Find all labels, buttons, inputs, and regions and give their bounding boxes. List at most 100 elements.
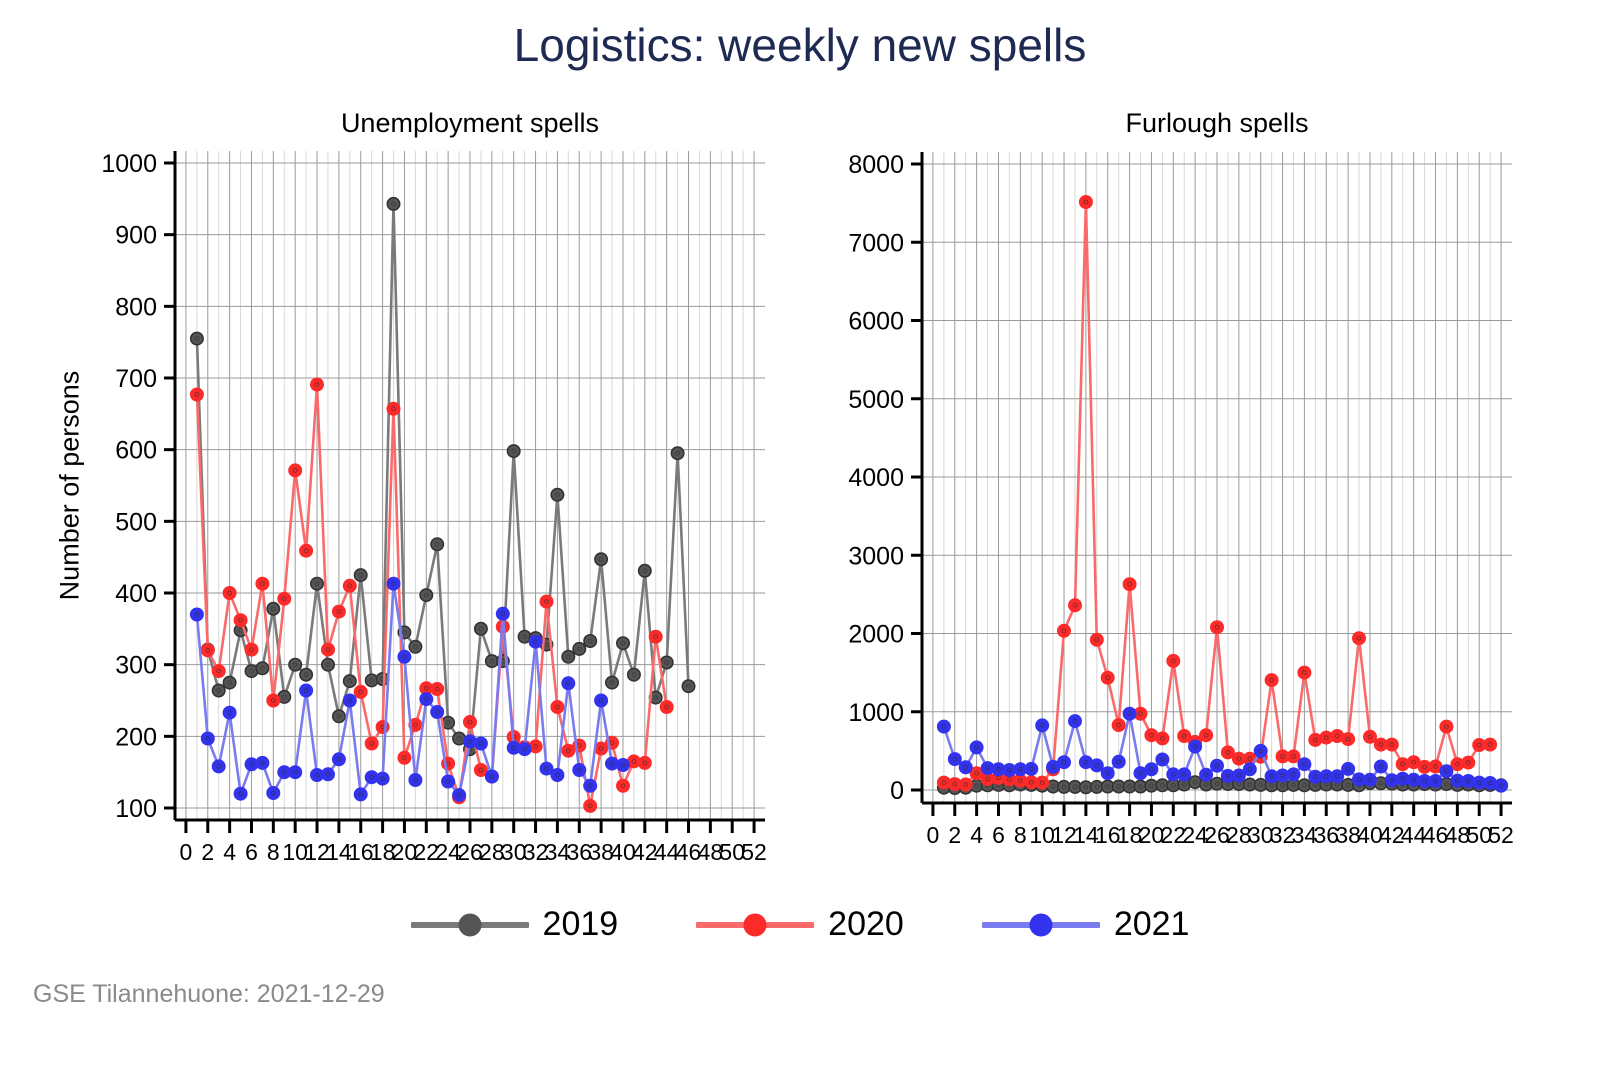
- data-point-center-2021: [1192, 744, 1198, 749]
- data-point-center-2021: [1389, 777, 1395, 783]
- data-point-center-2020: [620, 783, 626, 789]
- data-point-center-2020: [434, 686, 440, 692]
- data-point-2020: [200, 643, 215, 658]
- data-point-center-2021: [1433, 778, 1438, 784]
- data-point-2021: [473, 736, 488, 751]
- y-tick-label: 600: [115, 437, 157, 465]
- data-point-2020: [299, 543, 314, 558]
- legend-item-2020[interactable]: 2020: [696, 905, 904, 944]
- legend-item-2019[interactable]: 2019: [410, 905, 618, 944]
- y-tick-label: 100: [115, 795, 157, 823]
- x-tick-label: 34: [1292, 822, 1318, 848]
- data-point-center-2021: [1214, 763, 1220, 769]
- data-point-2020: [561, 743, 576, 758]
- x-tick-label: 16: [1095, 822, 1121, 848]
- data-point-center-2021: [620, 762, 626, 768]
- data-point-2019: [288, 657, 303, 672]
- x-tick-label: 4: [223, 839, 236, 865]
- data-point-2021: [255, 755, 270, 770]
- x-tick-label: 8: [1014, 822, 1027, 848]
- data-point-center-2021: [1160, 757, 1165, 762]
- data-point-2021: [342, 693, 357, 708]
- data-point-2021: [1231, 768, 1246, 783]
- data-point-2021: [1111, 754, 1126, 769]
- x-tick-label: 48: [698, 839, 724, 865]
- data-point-center-2020: [1116, 722, 1122, 728]
- data-point-center-2021: [325, 771, 331, 777]
- data-point-center-2021: [1422, 778, 1427, 784]
- data-point-center-2021: [1302, 761, 1307, 767]
- data-point-center-2021: [1105, 770, 1111, 776]
- data-point-center-2021: [489, 774, 495, 779]
- data-point-2020: [331, 604, 346, 619]
- data-point-2020: [1100, 670, 1115, 685]
- data-point-2021: [1089, 758, 1104, 773]
- data-point-center-2020: [1007, 777, 1012, 782]
- legend-swatch-2020: [696, 913, 815, 936]
- data-point-2020: [462, 714, 477, 729]
- data-point-center-2019: [1105, 784, 1111, 789]
- data-point-2021: [386, 576, 401, 591]
- data-point-center-2020: [1083, 199, 1089, 205]
- data-point-2020: [1483, 737, 1498, 752]
- data-point-2020: [266, 693, 281, 708]
- data-point-center-2021: [1465, 778, 1471, 784]
- data-point-center-2019: [292, 662, 298, 668]
- data-point-center-2021: [1061, 759, 1067, 765]
- data-point-center-2020: [1465, 760, 1471, 765]
- data-point-center-2020: [1138, 711, 1143, 717]
- data-point-2019: [550, 487, 565, 502]
- data-point-center-2021: [1094, 763, 1100, 768]
- data-point-2020: [1122, 577, 1137, 592]
- data-point-2021: [936, 719, 951, 734]
- data-point-center-2021: [314, 772, 320, 778]
- data-point-2021: [1373, 759, 1388, 774]
- x-tick-label: 12: [1051, 822, 1077, 848]
- data-point-center-2020: [598, 746, 604, 751]
- data-point-center-2019: [314, 581, 320, 587]
- data-point-2021: [484, 769, 499, 784]
- data-point-center-2019: [402, 630, 407, 635]
- data-point-2021: [211, 759, 226, 774]
- data-point-center-2020: [1203, 732, 1209, 738]
- data-point-center-2020: [963, 782, 969, 787]
- data-point-2020: [277, 591, 292, 606]
- x-tick-label: 22: [413, 839, 439, 865]
- data-point-center-2019: [1094, 784, 1100, 790]
- data-point-2020: [659, 699, 674, 714]
- data-point-center-2020: [1334, 733, 1340, 739]
- data-point-center-2021: [1455, 778, 1460, 783]
- legend-item-2021[interactable]: 2021: [981, 905, 1190, 944]
- data-point-2019: [309, 576, 324, 591]
- data-point-center-2020: [555, 704, 560, 710]
- data-point-center-2021: [1400, 776, 1406, 782]
- data-point-2019: [659, 655, 674, 670]
- panel-title-unemployment: Unemployment spells: [340, 108, 600, 138]
- data-point-2021: [1253, 743, 1268, 758]
- x-tick-label: 30: [501, 839, 527, 865]
- legend-label-2021: 2021: [1113, 905, 1190, 943]
- data-point-2021: [495, 606, 510, 621]
- data-point-center-2020: [1367, 734, 1373, 740]
- x-tick-label: 32: [523, 839, 549, 865]
- data-point-center-2020: [1094, 637, 1100, 643]
- footer-caption: GSE Tilannehuone: 2021-12-29: [33, 980, 385, 1008]
- data-point-center-2020: [653, 634, 659, 640]
- data-point-center-2019: [347, 678, 353, 684]
- data-point-center-2019: [445, 720, 451, 726]
- data-point-center-2020: [1149, 732, 1154, 738]
- data-point-center-2019: [598, 556, 604, 562]
- data-point-2021: [419, 692, 434, 707]
- data-point-center-2020: [281, 596, 287, 602]
- data-point-2020: [288, 463, 303, 478]
- x-tick-label: 42: [1379, 822, 1405, 848]
- data-point-center-2019: [456, 736, 462, 741]
- y-tick-label: 3000: [848, 542, 904, 570]
- y-tick-label: 800: [115, 293, 157, 321]
- data-point-center-2020: [325, 647, 331, 652]
- data-point-2020: [1461, 755, 1476, 770]
- data-point-2020: [550, 699, 565, 714]
- data-point-2021: [550, 767, 565, 782]
- x-tick-label: 6: [245, 839, 258, 865]
- data-point-center-2019: [664, 660, 670, 665]
